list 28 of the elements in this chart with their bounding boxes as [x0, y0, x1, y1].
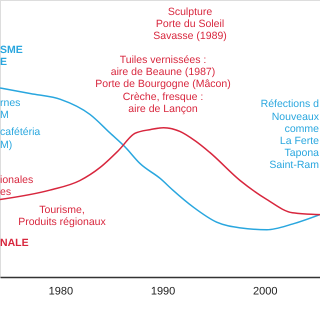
text: Sculpture: [168, 6, 212, 18]
x-tick-label: 2000: [253, 286, 278, 298]
text: E: [0, 56, 8, 68]
annotation: M): [0, 139, 12, 151]
annotation: Nouveaux: [272, 111, 320, 123]
annotation: ionales: [0, 174, 34, 186]
annotation: aire de Lançon: [128, 103, 198, 115]
annotation: Tourisme,: [39, 204, 85, 216]
text: aire de Beaune (1987): [110, 66, 216, 78]
text: Savasse (1989): [153, 30, 227, 42]
annotation: NALE: [0, 237, 29, 249]
text: Porte du Soleil: [156, 18, 224, 30]
annotation: rnes: [0, 97, 20, 109]
annotation: Réfections d: [260, 98, 320, 110]
annotation: Crèche, fresque :: [122, 91, 204, 103]
annotation: La Ferte: [280, 135, 320, 147]
annotation: es: [0, 186, 12, 198]
text: SME: [0, 44, 23, 56]
text: Tuiles vernissées :: [120, 54, 206, 66]
annotation: comme: [284, 123, 320, 135]
annotation: M: [0, 109, 9, 121]
annotation: Porte de Bourgogne (Mâcon): [95, 78, 231, 90]
annotation: Tapona: [284, 147, 320, 159]
annotation: Produits régionaux: [18, 216, 107, 228]
annotation: cafétéria: [0, 126, 40, 138]
annotation: Saint-Ram: [269, 159, 320, 171]
x-tick-label: 1980: [48, 286, 74, 298]
x-tick-label: 1990: [150, 286, 176, 298]
